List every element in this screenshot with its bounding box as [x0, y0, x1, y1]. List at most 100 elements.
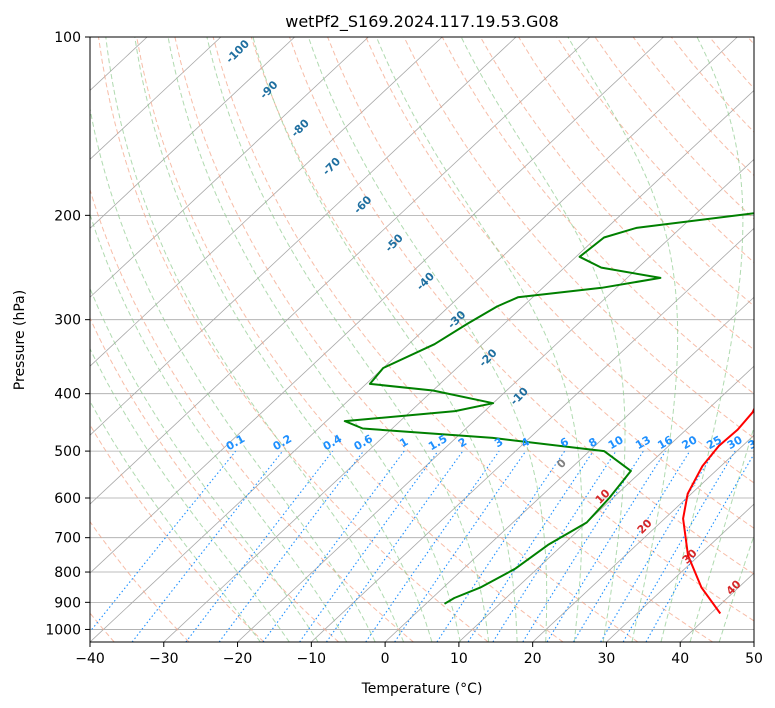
mixing-ratio-line: [185, 450, 334, 642]
mixing-ratio-line: [262, 450, 405, 642]
background-lines: [0, 37, 754, 642]
moist-adiabat: [90, 106, 376, 642]
isotherm: [606, 503, 754, 642]
moist-adiabat-label: 10: [593, 486, 613, 506]
y-axis-label: Pressure (hPa): [12, 290, 28, 390]
dry-adiabat-label: -40: [414, 270, 437, 293]
mixing-ratio-label: 2: [456, 435, 469, 450]
temperature-line: [682, 406, 754, 615]
moist-adiabat: [567, 37, 679, 642]
dewpoint-line: [343, 212, 754, 605]
x-tick-label: 20: [524, 651, 542, 667]
isotherm: [163, 89, 754, 642]
mixing-ratio-line: [573, 450, 691, 642]
isotherm: [90, 37, 738, 642]
mixing-ratio-label: 8: [586, 435, 599, 450]
dry-adiabat: [212, 37, 713, 642]
mixing-ratio-line: [218, 450, 365, 642]
moist-adiabat: [460, 37, 626, 642]
y-tick-label: 600: [54, 491, 81, 507]
dry-adiabat: [518, 37, 754, 307]
moist-adiabat-label: 20: [635, 516, 655, 536]
isotherm: [90, 37, 591, 505]
mixing-ratio-line: [436, 450, 566, 642]
dry-adiabat: [441, 37, 754, 395]
x-tick-label: −10: [297, 651, 327, 667]
y-tick-label: 400: [54, 387, 81, 403]
dry-adiabat: [174, 37, 639, 642]
mixing-ratio-label: 0.6: [352, 432, 376, 453]
dry-adiabat: [289, 37, 754, 575]
moist-adiabat: [90, 347, 290, 642]
moist-adiabat-label: 0: [554, 456, 569, 471]
mixing-ratio-line: [131, 450, 284, 642]
mixing-ratio-label: 16: [655, 433, 675, 452]
mixing-ratio-line: [467, 450, 594, 642]
moist-adiabat: [206, 37, 490, 642]
isotherm: [532, 434, 754, 642]
y-tick-label: 900: [54, 595, 81, 611]
moist-adiabat: [90, 287, 319, 642]
chart-title: wetPf2_S169.2024.117.19.53.G08: [285, 12, 559, 32]
sounding-series: [343, 212, 754, 615]
isotherm: [90, 37, 222, 160]
x-tick-label: −30: [149, 651, 179, 667]
dry-adiabat: [747, 37, 754, 45]
moist-adiabat: [90, 400, 261, 642]
y-axis: 100 200 300 400 500 600 700 800 900 1000: [45, 30, 90, 638]
moist-adiabat: [90, 212, 348, 642]
moist-adiabat: [375, 37, 583, 642]
mixing-ratio-line: [299, 450, 439, 642]
moist-adiabat: [167, 37, 461, 642]
dry-adiabat: [403, 37, 754, 439]
dry-adiabat-label: -50: [383, 231, 406, 254]
moist-adiabat: [105, 37, 405, 642]
mixing-ratio-label: 36: [746, 433, 766, 452]
x-tick-label: 50: [745, 651, 763, 667]
mixing-ratio-label: 3: [492, 435, 505, 450]
plot-frame: [89, 36, 755, 643]
dry-adiabat: [90, 423, 265, 642]
dry-adiabat: [90, 316, 339, 642]
dry-adiabat-label: -80: [289, 116, 312, 139]
mixing-ratio-line: [492, 450, 617, 642]
y-tick-label: 700: [54, 531, 81, 547]
dry-adiabat: [250, 37, 754, 622]
mixing-ratio-label: 13: [633, 433, 653, 452]
moist-adiabat: [134, 37, 433, 642]
mixing-ratio-label: 25: [704, 433, 724, 452]
y-tick-label: 200: [54, 208, 81, 224]
dry-adiabat-label: -100: [223, 37, 252, 66]
x-tick-label: 30: [598, 651, 616, 667]
moist-adiabat: [718, 534, 754, 642]
isotherm: [90, 37, 517, 436]
dry-adiabat: [365, 37, 754, 484]
isotherm: [753, 641, 754, 642]
mixing-ratio-label: 0.4: [321, 432, 345, 453]
x-tick-label: 0: [381, 651, 390, 667]
isotherm: [90, 37, 295, 229]
isotherm: [311, 227, 754, 642]
mixing-ratio-line: [365, 450, 500, 642]
moist-adiabat: [307, 37, 548, 642]
dry-adiabat-label: -60: [351, 193, 374, 216]
mixing-ratio-line: [325, 450, 464, 642]
y-tick-label: 800: [54, 565, 81, 581]
dry-adiabat: [136, 37, 564, 642]
isotherm: [90, 37, 664, 574]
dry-adiabat-label: -20: [476, 346, 499, 369]
isotherm: [0, 37, 73, 642]
y-tick-label: 100: [54, 30, 81, 46]
y-tick-label: 500: [54, 444, 81, 460]
mixing-ratio-line: [546, 450, 666, 642]
x-tick-label: −20: [223, 651, 253, 667]
y-tick-label: 1000: [45, 622, 81, 638]
dry-adiabat-label: -70: [320, 155, 343, 178]
x-tick-label: 40: [671, 651, 689, 667]
isotherm: [458, 365, 754, 642]
moist-adiabat: [252, 37, 518, 642]
mixing-ratio-label: 1: [397, 435, 410, 450]
mixing-ratio-line: [522, 450, 644, 642]
mixing-ratio-line: [90, 450, 237, 633]
